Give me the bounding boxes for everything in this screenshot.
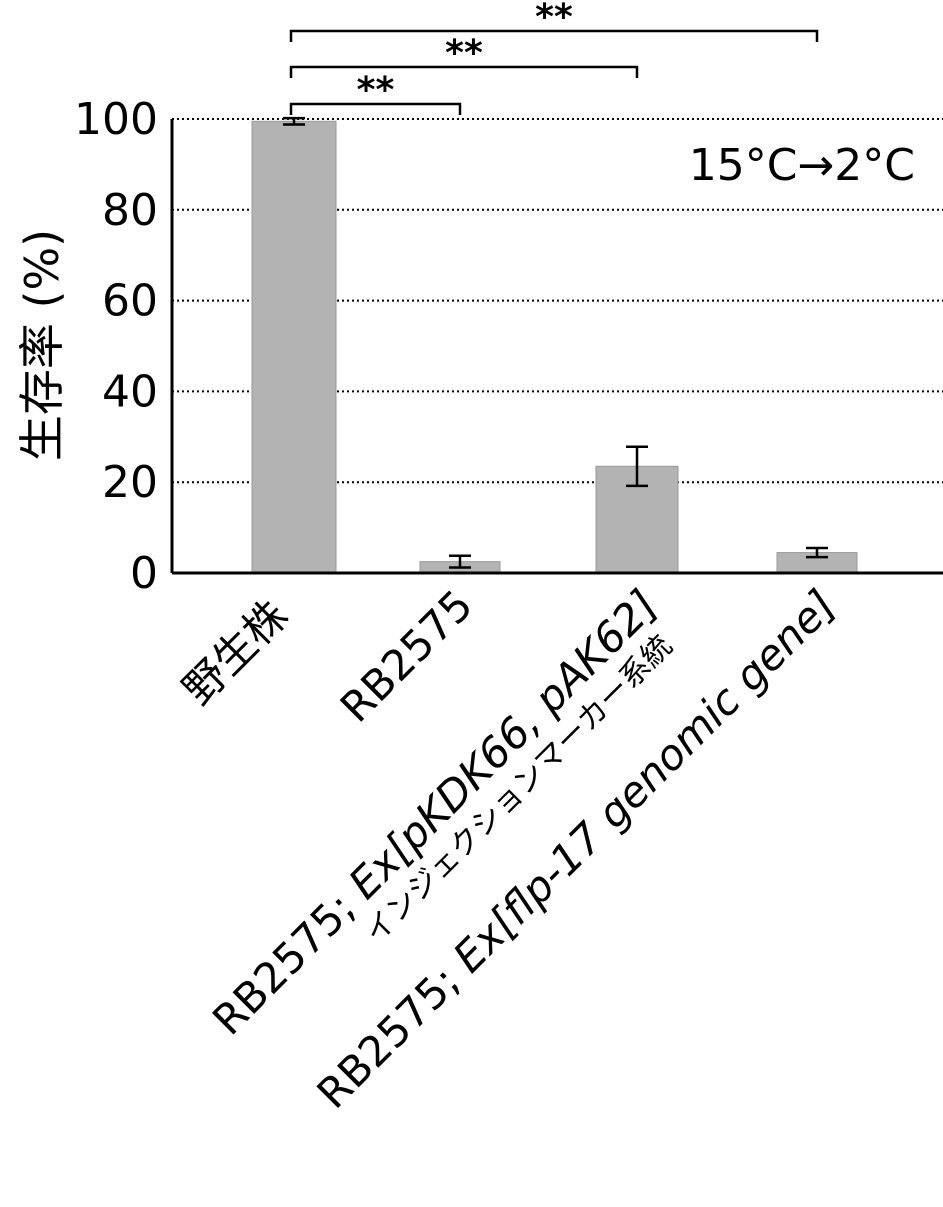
bracket-line [289, 102, 462, 115]
category-label-plain: RB2575; [203, 874, 374, 1045]
category-label-text: RB2575 [331, 580, 482, 731]
gridlines [172, 118, 943, 484]
bars [251, 120, 858, 574]
y-tick-label: 0 [130, 548, 158, 599]
error-bar [626, 445, 648, 488]
error-bar [449, 554, 471, 569]
significance-bracket: ** [289, 33, 639, 78]
error-bar [283, 116, 305, 126]
significance-bracket: ** [289, 70, 462, 115]
significance-label: ** [535, 0, 573, 38]
y-tick-labels: 0 20 40 60 80 100 [74, 94, 158, 599]
error-bars [283, 116, 828, 569]
bracket-line [289, 65, 639, 78]
temperature-annotation: 15°C→2°C [689, 140, 915, 191]
error-bar [806, 546, 828, 559]
y-tick-label: 40 [102, 366, 158, 417]
category-label-text: 野生株 [173, 590, 297, 714]
category-label: RB2575 [331, 580, 482, 731]
significance-bracket: ** [289, 0, 819, 42]
significance-label: ** [357, 70, 395, 111]
category-label-italic: Ex[pKDK66, pAK62] [339, 580, 667, 908]
y-tick-label: 20 [102, 457, 158, 508]
y-tick-label: 80 [102, 185, 158, 236]
y-axis-label: 生存率 (%) [15, 229, 69, 461]
significance-brackets: ** ** ** [289, 0, 819, 115]
significance-label: ** [445, 33, 483, 74]
category-label: 野生株 [173, 590, 297, 714]
category-label-plain: RB2575; [308, 947, 479, 1118]
bar [251, 120, 337, 574]
axes [170, 119, 943, 575]
y-tick-label: 60 [102, 276, 158, 327]
y-tick-label: 100 [74, 94, 158, 145]
bracket-line [289, 29, 819, 42]
